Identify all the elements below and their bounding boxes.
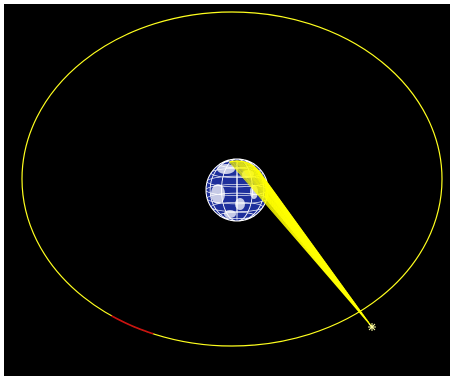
earth-landmass <box>217 164 235 174</box>
earth-landmass <box>211 184 225 204</box>
earth-landmass <box>235 198 245 210</box>
orbit-scene <box>4 4 450 376</box>
footprint-outline <box>229 160 267 198</box>
satellite-marker-stroke <box>368 323 376 331</box>
orbit-arc-segment <box>111 315 154 335</box>
orbit-path <box>21 11 443 347</box>
cone-line <box>264 197 373 328</box>
orbit-viewport <box>4 4 450 376</box>
earth-landmass <box>224 210 236 218</box>
visibility-cone <box>229 160 373 328</box>
satellite-marker-icon <box>368 323 376 331</box>
